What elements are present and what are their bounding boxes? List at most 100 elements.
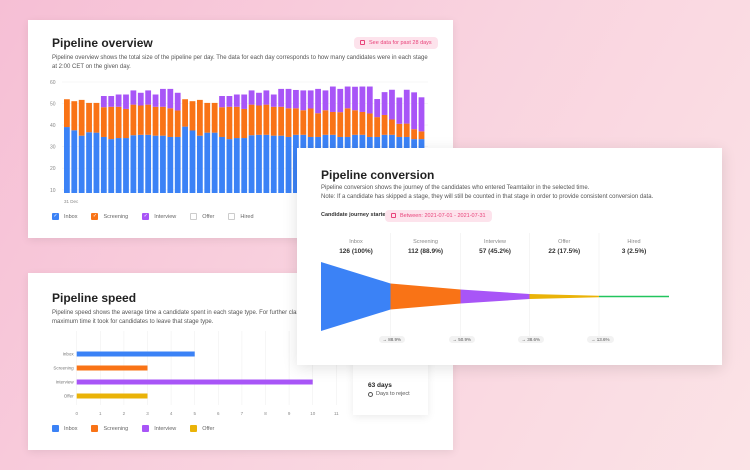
legend-item-inbox[interactable]: Inbox (52, 425, 77, 432)
bar-interview (248, 90, 255, 105)
overview-title: Pipeline overview (52, 36, 153, 50)
legend-label: Inbox (64, 425, 78, 432)
days-to-reject-label: Days to reject (376, 391, 410, 397)
bar-interview (219, 96, 225, 108)
bar-screening (300, 110, 307, 135)
checkbox-checked-icon[interactable]: ✓ (142, 213, 150, 220)
bar-interview (285, 88, 292, 109)
stage-count: 22 (17.5%) (548, 248, 581, 255)
checkbox-checked-icon[interactable]: ✓ (91, 213, 99, 220)
legend-label: Screening (103, 213, 129, 220)
bar-interview (307, 90, 314, 109)
bar-interview (160, 88, 166, 107)
bar-screening (196, 99, 203, 136)
y-tick-label: 20 (50, 166, 56, 172)
bar-screening (381, 114, 388, 135)
bar-interview (167, 88, 174, 109)
stage-name: Inbox (349, 239, 363, 245)
filter-label: Candidate journey started (321, 212, 389, 218)
pipeline-conversion-card: Pipeline conversion Pipeline conversion … (297, 148, 722, 365)
bar-screening (71, 101, 78, 131)
funnel-segment-hired (599, 295, 669, 298)
bar-interview (322, 90, 329, 111)
legend-item-hired[interactable]: Hired (228, 213, 254, 220)
bar-screening (359, 111, 366, 135)
checkbox-checked-icon[interactable]: ✓ (52, 213, 59, 220)
bar-interview (374, 99, 381, 118)
bar-screening (108, 106, 115, 140)
bar-screening (366, 113, 373, 137)
x-tick-label: 9 (288, 411, 291, 416)
bar-inbox (226, 139, 233, 193)
y-tick-label: Inbox (63, 352, 75, 357)
bar-interview (123, 94, 129, 109)
bar-inbox (130, 135, 137, 193)
bar-inbox (76, 351, 195, 357)
legend-label: Interview (154, 425, 177, 432)
checkbox-unchecked-icon[interactable] (190, 213, 198, 220)
bar-interview (337, 88, 344, 113)
bar-interview (352, 86, 358, 111)
x-tick-label: 31 Dec (64, 199, 79, 204)
bar-screening (307, 108, 314, 137)
bar-inbox (137, 134, 144, 193)
x-tick-label: 8 (264, 411, 267, 416)
bar-interview (137, 92, 144, 106)
bar-screening (241, 108, 248, 139)
date-range-button[interactable]: See data for past 28 days (354, 37, 438, 49)
y-tick-label: 60 (50, 80, 56, 86)
bar-interview (115, 94, 122, 107)
bar-screening (256, 105, 262, 135)
legend-item-offer[interactable]: Offer (190, 425, 214, 432)
bar-inbox (278, 135, 285, 193)
bar-screening (130, 104, 137, 136)
bar-screening (233, 106, 240, 139)
stage-name: Screening (413, 239, 438, 245)
bar-inbox (204, 132, 211, 193)
overview-description: Pipeline overview shows the total size o… (52, 55, 428, 70)
bar-screening (226, 106, 233, 140)
bar-interview (359, 86, 366, 112)
legend-item-inbox[interactable]: ✓ Inbox (52, 213, 77, 220)
bar-screening (115, 106, 122, 139)
legend-label: Inbox (64, 213, 78, 220)
x-tick-label: 4 (170, 411, 173, 416)
legend-item-interview[interactable]: Interview (142, 425, 176, 432)
bar-inbox (233, 138, 240, 193)
bar-inbox (123, 138, 129, 193)
journey-date-filter[interactable]: Between: 2021-07-01 - 2021-07-31 (385, 210, 492, 222)
bar-inbox (152, 135, 159, 193)
conversion-rate-badge: → 88.9% (378, 336, 406, 343)
speed-legend: Inbox Screening Interview Offer (52, 425, 214, 432)
bar-interview (263, 90, 270, 105)
legend-item-interview[interactable]: ✓ Interview (142, 213, 176, 220)
legend-item-screening[interactable]: Screening (91, 425, 128, 432)
bar-interview (130, 90, 137, 105)
bar-screening (374, 117, 381, 137)
pipeline-overview-card: Pipeline overview See data for past 28 d… (28, 20, 453, 238)
bar-screening (152, 106, 159, 136)
stage-count: 112 (88.9%) (407, 248, 444, 255)
bar-screening (76, 365, 148, 371)
funnel-segment-interview (460, 289, 530, 304)
checkbox-unchecked-icon[interactable] (228, 213, 236, 220)
legend-item-offer[interactable]: Offer (190, 213, 214, 220)
legend-swatch (142, 425, 150, 432)
bar-inbox (270, 135, 277, 193)
bar-interview (411, 92, 418, 130)
bar-inbox (263, 134, 270, 193)
stage-count: 126 (100%) (339, 248, 373, 255)
bar-inbox (86, 132, 92, 193)
journey-date-value: Between: 2021-07-01 - 2021-07-31 (400, 213, 486, 219)
bar-screening (411, 129, 418, 140)
bar-screening (270, 106, 277, 136)
legend-label: Interview (154, 213, 177, 220)
bar-screening (167, 108, 174, 137)
legend-item-screening[interactable]: ✓ Screening (91, 213, 128, 220)
bar-screening (329, 111, 336, 135)
bar-screening (86, 102, 92, 133)
bar-interview (152, 94, 159, 107)
x-tick-label: 11 (334, 411, 339, 416)
bar-inbox (211, 132, 218, 193)
bar-inbox (189, 130, 196, 193)
